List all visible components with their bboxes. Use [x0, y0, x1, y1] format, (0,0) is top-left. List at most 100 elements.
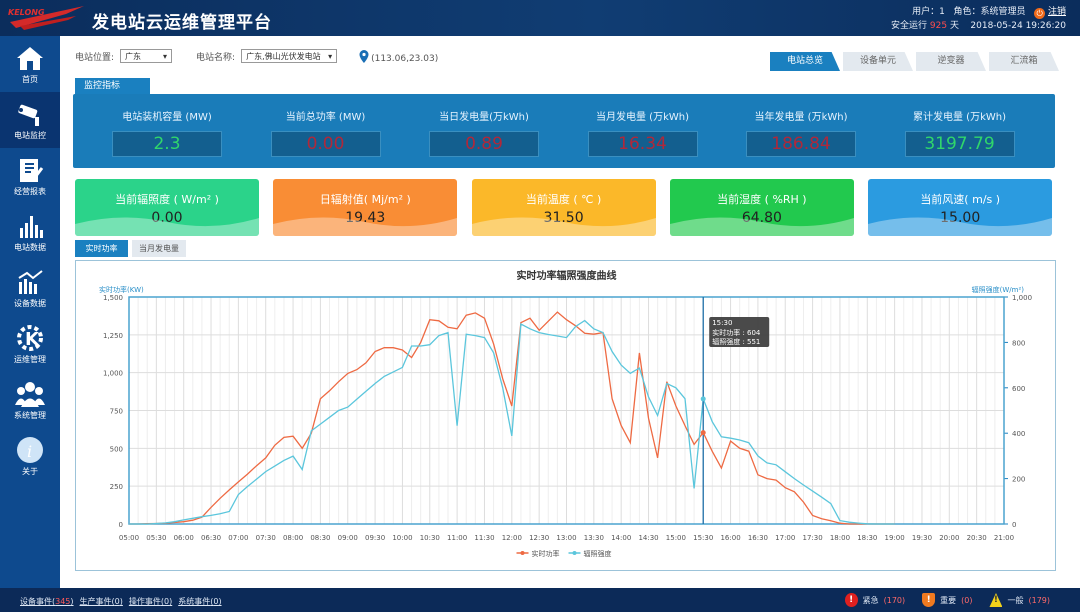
x-tick: 21:00 — [994, 534, 1014, 542]
x-tick: 16:00 — [720, 534, 740, 542]
alarm-label[interactable]: 一般 — [1007, 595, 1024, 605]
y-tick-right: 200 — [1012, 476, 1025, 484]
alarm-label[interactable]: 紧急 — [862, 595, 879, 605]
x-tick: 06:00 — [174, 534, 194, 542]
svg-text:KELONG: KELONG — [8, 8, 45, 17]
card-value: 31.50 — [543, 210, 584, 226]
report-icon — [20, 158, 44, 182]
x-tick: 14:00 — [611, 534, 631, 542]
legend-item-1[interactable]: 辐照强度 — [568, 549, 612, 558]
x-tick: 05:30 — [146, 534, 166, 542]
card-value: 0.00 — [151, 210, 183, 226]
monitor-panel: 电站装机容量 (MW) 2.3 当前总功率 (MW) 0.00 当日发电量(万kWh) 0… — [73, 94, 1055, 168]
safe-run-suffix: 天 — [949, 21, 959, 31]
tooltip-line1: 实时功率 : 604 — [712, 328, 761, 337]
sidebar-item-3[interactable]: 电站数据 — [0, 204, 60, 260]
y-tick-left: 1,500 — [103, 294, 123, 302]
hover-point — [700, 430, 706, 436]
x-tick: 09:30 — [365, 534, 385, 542]
hover-point — [700, 396, 706, 402]
sidebar-item-0[interactable]: 首页 — [0, 36, 60, 92]
sidebar-item-7[interactable]: i 关于 — [0, 428, 60, 484]
event-count: 345 — [55, 597, 71, 606]
monitor-indicators-tab[interactable]: 监控指标 — [75, 78, 150, 95]
event-links: 设备事件(345) 生产事件(0) 操作事件(0) 系统事件(0) — [20, 596, 228, 607]
sidebar-item-1[interactable]: 电站监控 — [0, 92, 60, 148]
weather-card-0: 当前辐照度 ( W/m² ) 0.00 — [75, 179, 259, 236]
sidebar-item-5[interactable]: K 运维管理 — [0, 316, 60, 372]
tooltip-line2: 辐照强度 : 551 — [712, 337, 760, 346]
bar-chart-icon — [20, 215, 43, 238]
x-tick: 08:00 — [283, 534, 303, 542]
legend-label: 辐照强度 — [584, 549, 612, 558]
legend-label: 实时功率 — [532, 549, 560, 558]
logout-link[interactable]: 注销 — [1047, 7, 1066, 17]
metric-2: 当日发电量(万kWh) 0.89 — [409, 108, 559, 157]
location-pin-icon — [359, 49, 369, 63]
x-tick: 17:00 — [775, 534, 795, 542]
x-tick: 11:00 — [447, 534, 467, 542]
y-tick-left: 0 — [119, 521, 123, 529]
y-axis-left-label: 实时功率(KW) — [99, 285, 144, 294]
metric-label: 当日发电量(万kWh) — [439, 112, 529, 123]
filter-bar: 电站位置: 广东 ▾ 电站名称: 广东,佛山光伏发电站 ▾ (113.06,23.0… — [75, 48, 438, 64]
event-link-2[interactable]: 操作事件(0) — [128, 597, 173, 606]
role-value: 系统管理员 — [980, 7, 1026, 17]
event-count: 0 — [114, 597, 120, 606]
y-tick-right: 800 — [1012, 339, 1025, 347]
general-alarm-icon: ! — [989, 593, 1003, 607]
x-tick: 10:30 — [420, 534, 440, 542]
weather-card-4: 当前风速( m/s ) 15.00 — [868, 179, 1053, 236]
metric-label: 当前总功率 (MW) — [285, 112, 366, 123]
sidebar-item-label: 经营报表 — [14, 186, 46, 196]
weather-card-3: 当前湿度 ( %RH ) 64.80 — [669, 179, 854, 236]
x-tick: 16:30 — [748, 534, 768, 542]
x-tick: 20:30 — [967, 534, 987, 542]
tab-combiner-box[interactable]: 汇流箱 — [989, 52, 1059, 71]
safe-run-label: 安全运行 — [890, 21, 927, 31]
x-tick: 15:00 — [666, 534, 686, 542]
y-tick-left: 500 — [110, 445, 123, 453]
tab-device-unit[interactable]: 设备单元 — [843, 52, 913, 71]
plot-frame — [128, 296, 1005, 525]
card-label: 当前温度 ( ℃ ) — [525, 193, 602, 206]
alarm-count: (170) — [883, 595, 906, 605]
event-link-0[interactable]: 设备事件(345) — [20, 597, 74, 606]
tab-monthly-generation[interactable]: 当月发电量 — [132, 240, 186, 257]
app-title: 发电站云运维管理平台 — [92, 13, 272, 33]
metric-value: 186.84 — [746, 131, 856, 157]
metric-value: 2.3 — [112, 131, 222, 157]
x-tick: 20:00 — [939, 534, 959, 542]
tab-station-overview[interactable]: 电站总览 — [770, 52, 840, 71]
sidebar-item-2[interactable]: 经营报表 — [0, 148, 60, 204]
x-tick: 14:30 — [638, 534, 658, 542]
sidebar-item-4[interactable]: 设备数据 — [0, 260, 60, 316]
tab-realtime-power[interactable]: 实时功率 — [75, 240, 128, 257]
power-irradiance-chart: 实时功率辐照强度曲线 0 250 500 750 1,000 1,250 1,500 0 200 4… — [99, 269, 1032, 558]
power-icon[interactable]: ⏻ — [1034, 8, 1046, 19]
event-link-1[interactable]: 生产事件(0) — [79, 597, 123, 606]
sidebar-item-label: 电站数据 — [14, 242, 46, 252]
svg-text:K: K — [25, 329, 40, 350]
location-select[interactable]: 广东 ▾ — [120, 49, 173, 63]
status-footer: 设备事件(345) 生产事件(0) 操作事件(0) 系统事件(0) ! 紧急 (170)!… — [0, 588, 1080, 612]
card-label: 当前风速( m/s ) — [920, 193, 1001, 206]
legend-item-0[interactable]: 实时功率 — [516, 549, 560, 558]
station-select[interactable]: 广东,佛山光伏发电站 ▾ — [241, 49, 338, 63]
x-tick: 12:30 — [529, 534, 549, 542]
alarm-label[interactable]: 重要 — [940, 595, 957, 605]
home-icon — [17, 46, 43, 70]
role-label: 角色： — [953, 7, 981, 17]
chart-title: 实时功率辐照强度曲线 — [517, 269, 617, 282]
event-link-3[interactable]: 系统事件(0) — [178, 597, 222, 606]
x-tick: 19:00 — [885, 534, 905, 542]
metric-value: 16.34 — [587, 131, 698, 157]
info-icon: i — [17, 436, 43, 463]
x-tick: 09:00 — [338, 534, 358, 542]
sidebar-item-label: 系统管理 — [14, 410, 46, 420]
tab-inverter[interactable]: 逆变器 — [916, 52, 986, 71]
event-label: 系统事件 — [178, 597, 211, 606]
sidebar-item-6[interactable]: 系统管理 — [0, 372, 60, 428]
sidebar-item-label: 运维管理 — [14, 354, 46, 364]
